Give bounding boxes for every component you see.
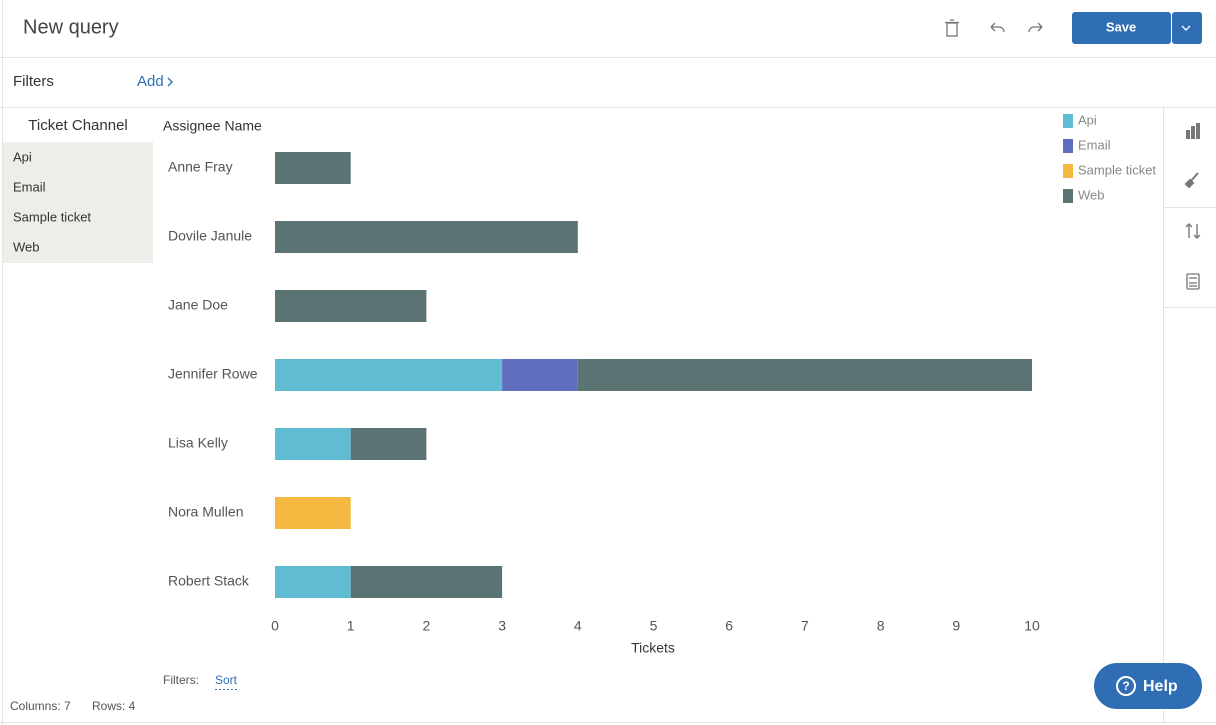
x-tick-label: 1 (347, 618, 355, 634)
legend-label: Api (1078, 112, 1097, 127)
bar-segment (275, 152, 351, 184)
columns-count: Columns: 7 (10, 699, 71, 713)
channel-list (3, 142, 153, 263)
sort-link[interactable]: Sort (215, 673, 238, 687)
add-filter-link[interactable]: Add (137, 73, 164, 90)
save-button[interactable] (1072, 12, 1171, 44)
legend-swatch (1063, 114, 1073, 128)
x-tick-label: 4 (574, 618, 582, 634)
x-tick-label: 2 (423, 618, 431, 634)
x-tick-label: 0 (271, 618, 279, 634)
help-icon (1116, 676, 1136, 696)
bar-segment (275, 359, 503, 391)
legend-swatch (1063, 189, 1073, 203)
format-icon[interactable] (1184, 172, 1199, 189)
y-tick-label: Jennifer Rowe (168, 366, 258, 382)
bar-segment (275, 290, 427, 322)
chart-type-icon[interactable] (1186, 123, 1200, 139)
y-axis-title: Assignee Name (163, 118, 262, 134)
y-tick-label: Lisa Kelly (168, 435, 228, 451)
legend-swatch (1063, 164, 1073, 178)
filters-label: Filters (13, 73, 54, 90)
channel-item[interactable]: Sample ticket (13, 209, 91, 224)
x-axis-title: Tickets (631, 640, 675, 656)
x-tick-label: 8 (877, 618, 885, 634)
footer-filters-label: Filters: (163, 673, 199, 687)
legend-label: Sample ticket (1078, 162, 1156, 177)
calculator-icon[interactable] (1186, 273, 1200, 290)
y-tick-label: Anne Fray (168, 159, 233, 175)
chevron-icon (167, 77, 173, 87)
x-tick-label: 6 (725, 618, 733, 634)
y-tick-label: Dovile Janule (168, 228, 252, 244)
page-title: New query (23, 16, 119, 38)
channel-item[interactable]: Api (13, 149, 32, 164)
help-icon-mark: ? (1122, 679, 1129, 693)
help-button[interactable] (1094, 663, 1202, 709)
chevron-icon (1181, 25, 1191, 31)
bar-segment (350, 566, 503, 598)
save-label[interactable]: Save (1106, 19, 1136, 34)
legend-swatch (1063, 139, 1073, 153)
bar-segment (350, 428, 427, 460)
help-label[interactable]: Help (1143, 678, 1178, 695)
bar-segment (275, 497, 351, 529)
channel-item[interactable]: Email (13, 179, 46, 194)
save-menu-button[interactable] (1172, 12, 1202, 44)
x-tick-label: 7 (801, 618, 809, 634)
y-tick-label: Nora Mullen (168, 504, 243, 520)
y-tick-label: Robert Stack (168, 573, 250, 589)
x-tick-label: 9 (952, 618, 960, 634)
sort-icon[interactable] (1185, 223, 1201, 239)
y-tick-label: Jane Doe (168, 297, 228, 313)
redo-button[interactable] (1028, 22, 1043, 33)
x-tick-label: 10 (1024, 618, 1040, 634)
delete-button[interactable] (945, 19, 959, 37)
undo-button[interactable] (990, 22, 1005, 33)
panel-title: Ticket Channel (28, 117, 128, 134)
bar-segment (275, 221, 578, 253)
bar-segment (502, 359, 578, 391)
legend-label: Web (1078, 187, 1105, 202)
legend-label: Email (1078, 137, 1111, 152)
bar-segment (577, 359, 1032, 391)
channel-item[interactable]: Web (13, 239, 40, 254)
bar-segment (275, 566, 351, 598)
bar-segment (275, 428, 351, 460)
x-tick-label: 3 (498, 618, 506, 634)
rows-count: Rows: 4 (92, 699, 136, 713)
x-tick-label: 5 (650, 618, 658, 634)
